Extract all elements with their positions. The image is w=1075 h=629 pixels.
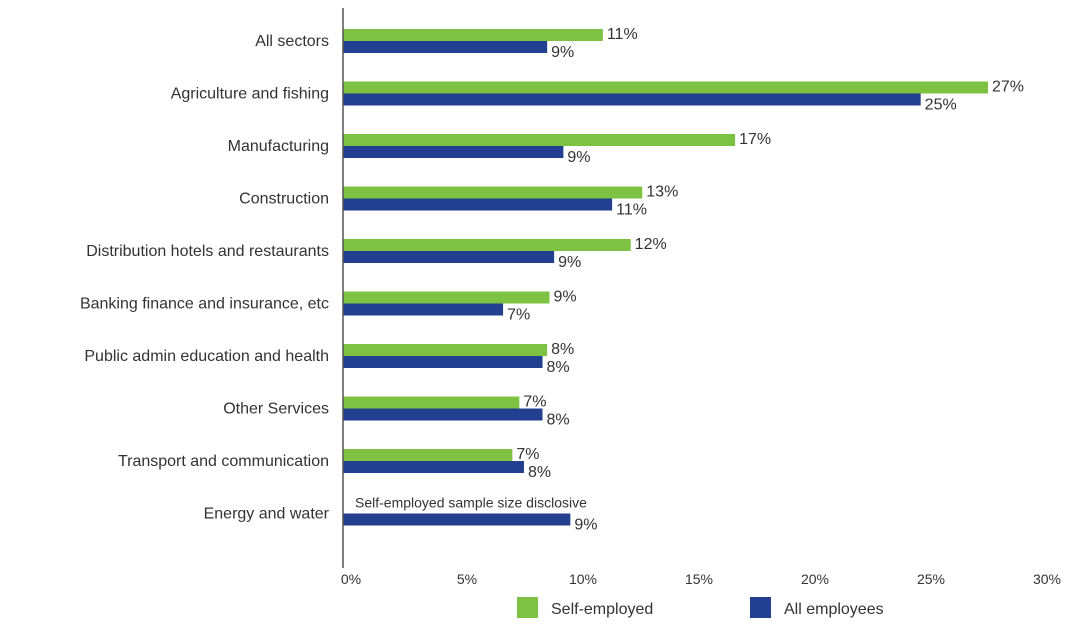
value-label-self-employed: 7% bbox=[523, 394, 546, 411]
x-tick-label: 10% bbox=[569, 571, 597, 587]
value-label-all-employees: 8% bbox=[547, 412, 570, 429]
value-label-self-employed: 9% bbox=[553, 289, 576, 306]
bar-self-employed bbox=[343, 29, 603, 41]
category-label: Construction bbox=[239, 191, 329, 208]
bar-self-employed bbox=[343, 291, 550, 304]
value-label-all-employees: 25% bbox=[925, 97, 957, 114]
category-label: Agriculture and fishing bbox=[171, 86, 329, 103]
value-label-all-employees: 9% bbox=[551, 44, 574, 61]
value-label-all-employees: 8% bbox=[547, 359, 570, 376]
bar-self-employed bbox=[343, 186, 643, 199]
bar-all-employees bbox=[343, 461, 524, 473]
x-tick-label: 0% bbox=[341, 571, 361, 587]
bar-self-employed bbox=[343, 239, 631, 251]
legend-label-all-employees: All employees bbox=[784, 601, 884, 618]
x-tick-label: 25% bbox=[917, 571, 945, 587]
value-label-all-employees: 9% bbox=[558, 254, 581, 271]
value-label-all-employees: 9% bbox=[574, 517, 597, 534]
value-label-self-employed: 7% bbox=[516, 446, 539, 463]
legend-swatch-all-employees bbox=[750, 597, 771, 618]
value-label-all-employees: 7% bbox=[507, 307, 530, 324]
bar-self-employed bbox=[343, 344, 548, 356]
value-label-self-employed: 17% bbox=[739, 131, 771, 148]
category-label: Energy and water bbox=[204, 506, 330, 523]
value-label-all-employees: 8% bbox=[528, 464, 551, 481]
category-label: Transport and communication bbox=[118, 453, 329, 470]
bar-all-employees bbox=[343, 93, 921, 106]
value-label-self-employed: 27% bbox=[992, 79, 1024, 96]
x-tick-label: 5% bbox=[457, 571, 477, 587]
bar-all-employees bbox=[343, 251, 555, 263]
legend-label-self-employed: Self-employed bbox=[551, 601, 653, 618]
category-label: All sectors bbox=[255, 33, 329, 50]
category-label: Public admin education and health bbox=[84, 348, 329, 365]
value-label-all-employees: 11% bbox=[616, 202, 647, 219]
value-label-all-employees: 9% bbox=[567, 149, 590, 166]
bar-all-employees bbox=[343, 41, 548, 53]
bar-all-employees bbox=[343, 513, 571, 526]
bar-self-employed bbox=[343, 81, 988, 94]
value-label-self-employed: 12% bbox=[635, 236, 667, 253]
bar-all-employees bbox=[343, 408, 543, 421]
legend-swatch-self-employed bbox=[517, 597, 538, 618]
annotation-note: Self-employed sample size disclosive bbox=[355, 495, 587, 511]
bar-self-employed bbox=[343, 134, 736, 146]
bar-all-employees bbox=[343, 198, 613, 211]
bar-all-employees bbox=[343, 303, 504, 316]
category-label: Other Services bbox=[223, 401, 329, 418]
x-tick-label: 15% bbox=[685, 571, 713, 587]
category-label: Manufacturing bbox=[228, 138, 329, 155]
bar-self-employed bbox=[343, 396, 520, 409]
value-label-self-employed: 11% bbox=[607, 26, 638, 43]
category-label: Distribution hotels and restaurants bbox=[86, 243, 329, 260]
value-label-self-employed: 8% bbox=[551, 341, 574, 358]
value-label-self-employed: 13% bbox=[646, 184, 678, 201]
category-label: Banking finance and insurance, etc bbox=[80, 296, 329, 313]
x-tick-label: 30% bbox=[1033, 571, 1061, 587]
bar-all-employees bbox=[343, 146, 564, 158]
bar-all-employees bbox=[343, 356, 543, 368]
bar-self-employed bbox=[343, 449, 513, 461]
x-tick-label: 20% bbox=[801, 571, 829, 587]
